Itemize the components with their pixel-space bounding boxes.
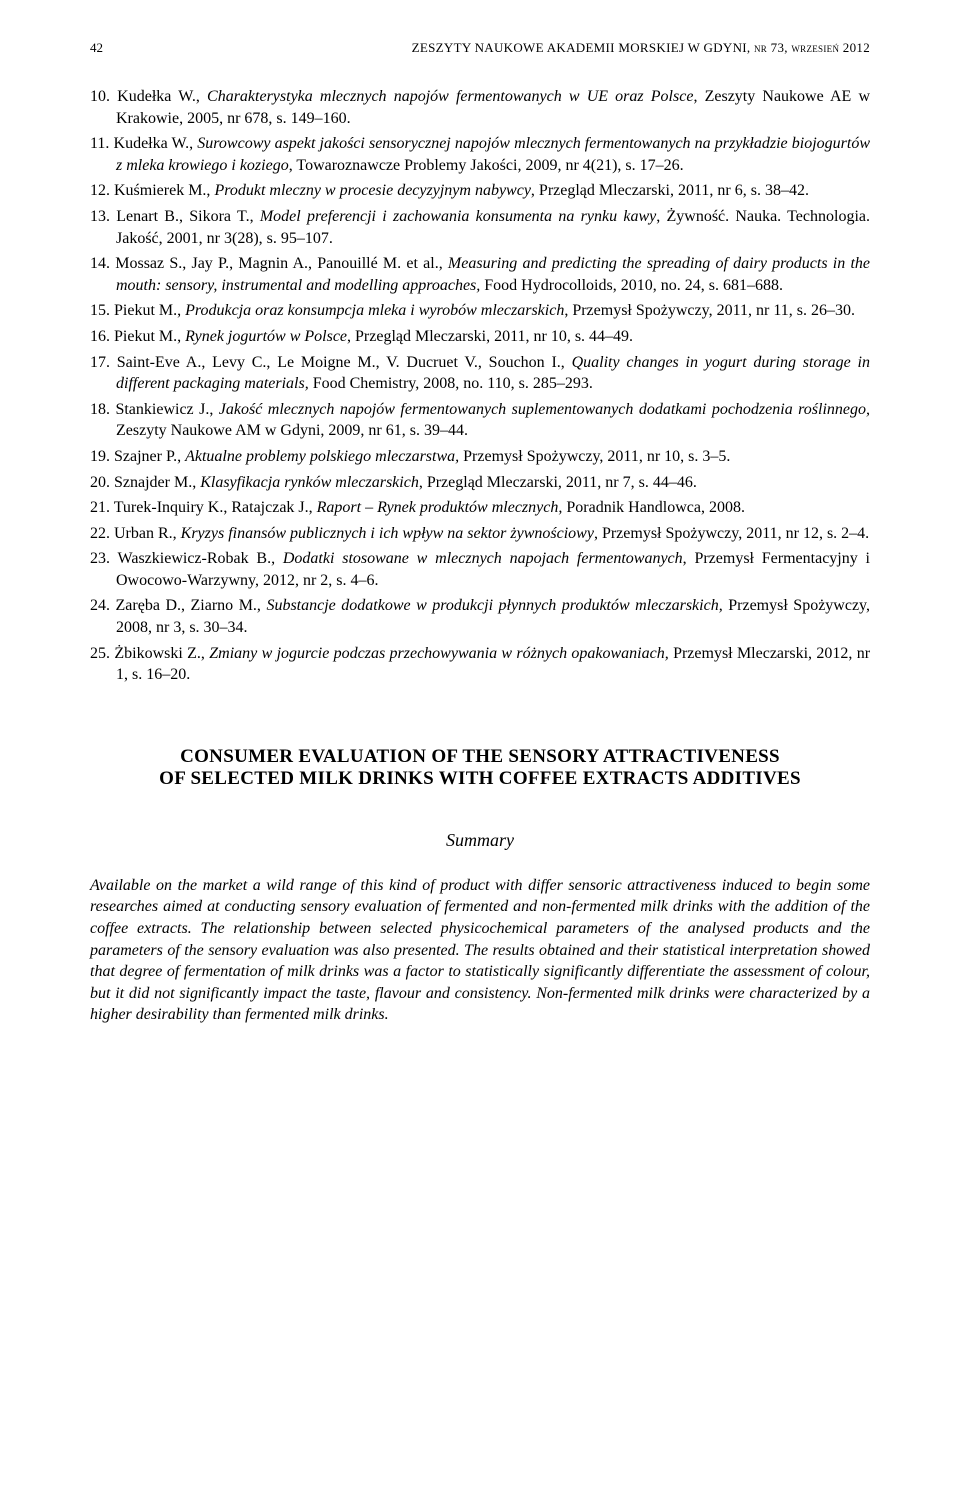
reference-authors: Żbikowski Z., — [114, 645, 209, 662]
reference-source: , Przemysł Spożywczy, 2011, nr 12, s. 2–… — [594, 525, 869, 542]
reference-title: Raport – Rynek produktów mlecznych, — [317, 499, 567, 516]
reference-authors: Kudełka W., — [117, 88, 207, 105]
reference-number: 14. — [90, 255, 115, 272]
reference-authors: Waszkiewicz-Robak B., — [118, 550, 283, 567]
reference-number: 21. — [90, 499, 114, 516]
reference-number: 17. — [90, 354, 117, 371]
reference-item: 17. Saint-Eve A., Levy C., Le Moigne M.,… — [90, 352, 870, 395]
reference-authors: Piekut M., — [114, 328, 185, 345]
reference-title: Produkcja oraz konsumpcja mleka i wyrobó… — [185, 302, 564, 319]
reference-source: Zeszyty Naukowe AM w Gdyni, 2009, nr 61,… — [116, 422, 468, 439]
reference-number: 24. — [90, 597, 116, 614]
summary-body: Available on the market a wild range of … — [90, 875, 870, 1026]
reference-item: 10. Kudełka W., Charakterystyka mlecznyc… — [90, 86, 870, 129]
reference-item: 16. Piekut M., Rynek jogurtów w Polsce, … — [90, 326, 870, 348]
reference-authors: Szajner P., — [114, 448, 185, 465]
reference-number: 18. — [90, 401, 115, 418]
reference-number: 13. — [90, 208, 116, 225]
page-number: 42 — [90, 40, 103, 56]
summary-heading: Summary — [90, 830, 870, 851]
reference-item: 23. Waszkiewicz-Robak B., Dodatki stosow… — [90, 548, 870, 591]
reference-source: Przemysł Spożywczy, 2011, nr 10, s. 3–5. — [463, 448, 730, 465]
reference-title: Produkt mleczny w procesie decyzyjnym na… — [214, 182, 530, 199]
reference-number: 10. — [90, 88, 117, 105]
reference-number: 22. — [90, 525, 114, 542]
reference-item: 12. Kuśmierek M., Produkt mleczny w proc… — [90, 180, 870, 202]
reference-item: 21. Turek-Inquiry K., Ratajczak J., Rapo… — [90, 497, 870, 519]
reference-authors: Saint-Eve A., Levy C., Le Moigne M., V. … — [117, 354, 572, 371]
reference-source: Food Chemistry, 2008, no. 110, s. 285–29… — [313, 375, 593, 392]
reference-title: Charakterystyka mlecznych napojów fermen… — [207, 88, 693, 105]
reference-item: 13. Lenart B., Sikora T., Model preferen… — [90, 206, 870, 249]
reference-number: 12. — [90, 182, 114, 199]
section-title-line1: CONSUMER EVALUATION OF THE SENSORY ATTRA… — [180, 746, 780, 767]
reference-number: 25. — [90, 645, 114, 662]
reference-source: , Przegląd Mleczarski, 2011, nr 6, s. 38… — [531, 182, 809, 199]
reference-title: Substancje dodatkowe w produkcji płynnyc… — [266, 597, 728, 614]
reference-item: 14. Mossaz S., Jay P., Magnin A., Panoui… — [90, 253, 870, 296]
reference-item: 19. Szajner P., Aktualne problemy polski… — [90, 446, 870, 468]
reference-number: 19. — [90, 448, 114, 465]
references-list: 10. Kudełka W., Charakterystyka mlecznyc… — [90, 86, 870, 686]
running-head: ZESZYTY NAUKOWE AKADEMII MORSKIEJ W GDYN… — [412, 40, 870, 56]
reference-authors: Sznajder M., — [114, 474, 200, 491]
reference-item: 11. Kudełka W., Surowcowy aspekt jakości… — [90, 133, 870, 176]
reference-number: 11. — [90, 135, 114, 152]
page: 42 ZESZYTY NAUKOWE AKADEMII MORSKIEJ W G… — [0, 0, 960, 1076]
page-header: 42 ZESZYTY NAUKOWE AKADEMII MORSKIEJ W G… — [90, 40, 870, 56]
reference-item: 20. Sznajder M., Klasyfikacja rynków mle… — [90, 472, 870, 494]
reference-authors: Stankiewicz J., — [115, 401, 218, 418]
reference-title: Jakość mlecznych napojów fermentowanych … — [219, 401, 870, 418]
reference-number: 16. — [90, 328, 114, 345]
section-title: CONSUMER EVALUATION OF THE SENSORY ATTRA… — [90, 746, 870, 790]
reference-source: , Przemysł Spożywczy, 2011, nr 11, s. 26… — [564, 302, 855, 319]
reference-item: 18. Stankiewicz J., Jakość mlecznych nap… — [90, 399, 870, 442]
reference-title: Klasyfikacja rynków mleczarskich — [200, 474, 419, 491]
reference-title: Zmiany w jogurcie podczas przechowywania… — [209, 645, 673, 662]
reference-title: Kryzys finansów publicznych i ich wpływ … — [181, 525, 594, 542]
reference-authors: Piekut M., — [114, 302, 185, 319]
reference-source: Poradnik Handlowca, 2008. — [566, 499, 745, 516]
reference-number: 23. — [90, 550, 118, 567]
reference-authors: Turek-Inquiry K., Ratajczak J., — [114, 499, 317, 516]
reference-title: Dodatki stosowane w mlecznych napojach f… — [283, 550, 683, 567]
reference-source: , Przegląd Mleczarski, 2011, nr 7, s. 44… — [419, 474, 697, 491]
reference-title: Aktualne problemy polskiego mleczarstwa, — [185, 448, 463, 465]
reference-authors: Kudełka W., — [114, 135, 198, 152]
reference-authors: Mossaz S., Jay P., Magnin A., Panouillé … — [115, 255, 448, 272]
section-title-line2: OF SELECTED MILK DRINKS WITH COFFEE EXTR… — [159, 768, 801, 789]
reference-item: 25. Żbikowski Z., Zmiany w jogurcie podc… — [90, 643, 870, 686]
reference-source: , Przegląd Mleczarski, 2011, nr 10, s. 4… — [347, 328, 633, 345]
reference-title: Model preferencji i zachowania konsument… — [260, 208, 656, 225]
reference-item: 22. Urban R., Kryzys finansów publicznyc… — [90, 523, 870, 545]
reference-authors: Lenart B., Sikora T., — [116, 208, 260, 225]
reference-source: , Towaroznawcze Problemy Jakości, 2009, … — [289, 157, 684, 174]
reference-number: 15. — [90, 302, 114, 319]
reference-item: 24. Zaręba D., Ziarno M., Substancje dod… — [90, 595, 870, 638]
reference-authors: Zaręba D., Ziarno M., — [116, 597, 267, 614]
reference-authors: Kuśmierek M., — [114, 182, 214, 199]
reference-item: 15. Piekut M., Produkcja oraz konsumpcja… — [90, 300, 870, 322]
reference-source: Food Hydrocolloids, 2010, no. 24, s. 681… — [484, 277, 783, 294]
reference-number: 20. — [90, 474, 114, 491]
reference-title: Rynek jogurtów w Polsce — [185, 328, 347, 345]
reference-authors: Urban R., — [114, 525, 181, 542]
